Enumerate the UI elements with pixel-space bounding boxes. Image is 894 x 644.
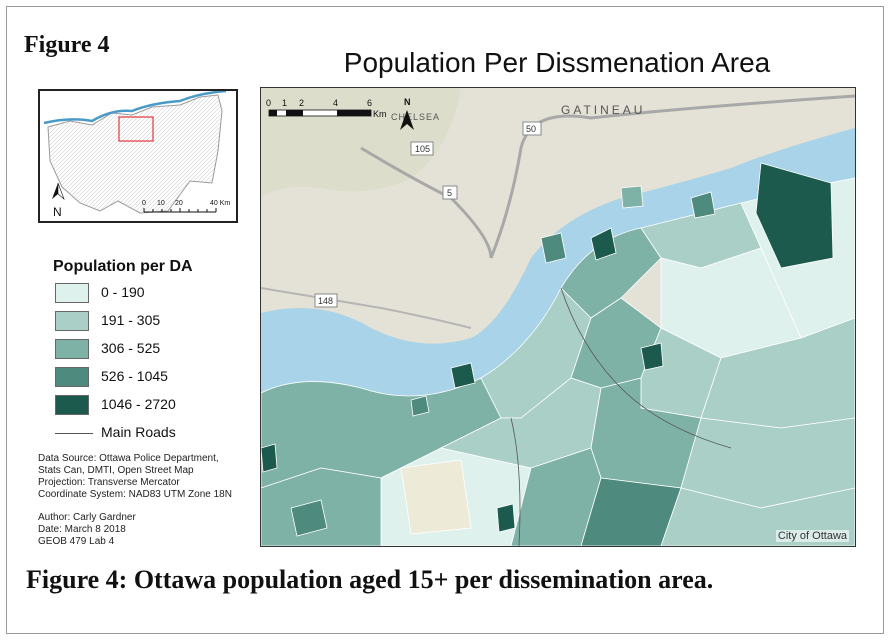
- dissemination-areas: [261, 162, 855, 546]
- map-credit: City of Ottawa: [775, 530, 849, 542]
- inset-scale-10: 10: [157, 200, 165, 207]
- svg-text:2: 2: [299, 98, 304, 108]
- figure-frame: [6, 6, 884, 634]
- basemap-road: [261, 287, 472, 329]
- road-shield: 50: [522, 121, 542, 136]
- legend-label: 1046 - 2720: [101, 396, 176, 412]
- course-text: GEOB 479 Lab 4: [38, 536, 115, 547]
- legend-label: 191 - 305: [101, 312, 161, 328]
- inset-north-label: N: [53, 205, 62, 219]
- main-road: [560, 287, 732, 449]
- date-text: Date: March 8 2018: [38, 524, 126, 535]
- svg-text:N: N: [404, 97, 411, 107]
- basemap-highway: [489, 94, 855, 259]
- road-line-symbol: [55, 433, 93, 434]
- svg-text:5: 5: [447, 188, 452, 198]
- legend-swatch: [55, 283, 89, 303]
- legend-label: 0 - 190: [101, 284, 145, 300]
- figure-label: Figure 4: [24, 32, 110, 58]
- svg-text:148: 148: [318, 296, 333, 306]
- inset-scale-40: 40 Km: [210, 200, 230, 207]
- ottawa-boundary: [47, 94, 223, 214]
- legend-swatch: [55, 339, 89, 359]
- legend-title: Population per DA: [53, 258, 193, 275]
- svg-text:0: 0: [266, 98, 271, 108]
- road-shield: 5: [442, 185, 458, 200]
- road-shield: 148: [314, 293, 338, 308]
- svg-text:6: 6: [367, 98, 372, 108]
- inset-scale-0: 0: [142, 200, 146, 207]
- extent-box: [118, 116, 154, 142]
- main-map: GATINEAU CHELSEA 105 50 5 148 0 1 2 4: [260, 87, 856, 547]
- svg-text:105: 105: [415, 144, 430, 154]
- road-shield: 105: [410, 141, 434, 156]
- projection-text: Projection: Transverse Mercator: [38, 477, 180, 488]
- svg-text:4: 4: [333, 98, 338, 108]
- legend-swatch: [55, 311, 89, 331]
- inset-map: N 0 10 20 40 Km: [38, 89, 238, 223]
- data-source-line-1: Data Source: Ottawa Police Department,: [38, 453, 219, 464]
- svg-text:Km: Km: [373, 109, 387, 119]
- main-road: [510, 417, 521, 546]
- place-label-gatineau: GATINEAU: [561, 103, 645, 117]
- svg-text:1: 1: [282, 98, 287, 108]
- coordinate-system-text: Coordinate System: NAD83 UTM Zone 18N: [38, 489, 232, 500]
- data-source-line-2: Stats Can, DMTI, Open Street Map: [38, 465, 194, 476]
- legend-label: 526 - 1045: [101, 368, 168, 384]
- author-text: Author: Carly Gardner: [38, 512, 136, 523]
- svg-text:50: 50: [526, 124, 536, 134]
- map-title: Population Per Dissmenation Area: [343, 47, 771, 78]
- figure-caption: Figure 4: Ottawa population aged 15+ per…: [26, 565, 714, 594]
- main-scale-bar: 0 1 2 4 6 Km: [266, 98, 387, 119]
- legend-swatch: [55, 367, 89, 387]
- inset-scale-bar: 0 10 20 40 Km: [142, 200, 230, 213]
- inset-scale-20: 20: [175, 200, 183, 207]
- place-label-chelsea: CHELSEA: [391, 112, 440, 122]
- main-north-arrow: N: [400, 97, 414, 130]
- inset-svg: N 0 10 20 40 Km: [43, 91, 230, 219]
- legend-label: 306 - 525: [101, 340, 161, 356]
- main-map-svg: GATINEAU CHELSEA 105 50 5 148 0 1 2 4: [261, 88, 855, 546]
- legend-swatch: [55, 395, 89, 415]
- legend-label: Main Roads: [101, 424, 176, 440]
- ottawa-river-inset: [43, 91, 227, 125]
- inset-north-arrow: N: [52, 182, 65, 219]
